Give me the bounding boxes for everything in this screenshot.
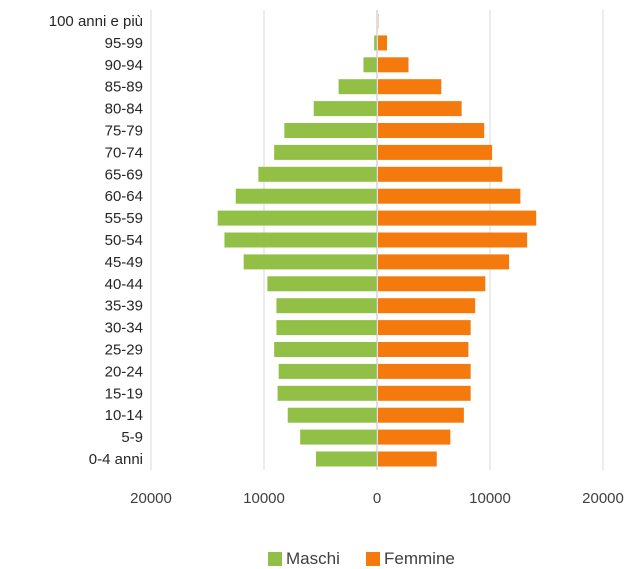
category-label-5-9: 5-9: [121, 429, 143, 446]
bar-femmine-25-29: [378, 342, 469, 357]
category-label-15-19: 15-19: [105, 385, 143, 402]
x-tick-label: 20000: [582, 490, 624, 507]
bar-maschi-15-19: [277, 385, 377, 401]
bar-femmine-0-4-anni: [378, 451, 437, 467]
category-label-20-24: 20-24: [105, 363, 143, 380]
legend-label-femmine: Femmine: [384, 549, 455, 568]
legend-swatch-femmine: [366, 552, 380, 566]
bar-femmine-70-74: [378, 144, 493, 160]
bar-maschi-60-64: [235, 188, 377, 204]
bar-maschi-75-79: [284, 123, 377, 138]
bar-maschi-50-54: [224, 232, 377, 248]
bar-femmine-60-64: [378, 188, 521, 204]
bar-femmine-50-54: [378, 232, 528, 248]
bar-maschi-90-94: [363, 57, 377, 73]
category-label-55-59: 55-59: [105, 210, 143, 227]
bar-femmine-40-44: [378, 276, 486, 292]
category-label-45-49: 45-49: [105, 254, 143, 271]
category-label-30-34: 30-34: [105, 320, 143, 337]
bar-femmine-10-14: [378, 407, 464, 423]
x-tick-label: 10000: [243, 490, 285, 507]
legend-swatch-maschi: [268, 552, 282, 566]
bar-femmine-30-34: [378, 320, 471, 336]
bar-maschi-30-34: [276, 320, 377, 336]
category-label-100-anni-e-pi: 100 anni e più: [49, 13, 143, 30]
bars: [217, 10, 537, 470]
bar-maschi-55-59: [217, 210, 377, 226]
category-label-35-39: 35-39: [105, 298, 143, 315]
bar-femmine-80-84: [378, 101, 462, 117]
bar-maschi-20-24: [278, 363, 377, 379]
category-label-85-89: 85-89: [105, 79, 143, 96]
bar-femmine-35-39: [378, 298, 476, 314]
bar-maschi-10-14: [287, 407, 377, 423]
bar-maschi-70-74: [274, 144, 377, 160]
bar-maschi-35-39: [276, 298, 377, 314]
bar-maschi-95-99: [374, 35, 377, 51]
bar-femmine-65-69: [378, 166, 503, 182]
legend: Maschi Femmine: [268, 549, 455, 568]
category-label-25-29: 25-29: [105, 342, 143, 359]
bar-maschi-25-29: [274, 342, 377, 357]
category-label-50-54: 50-54: [105, 232, 143, 249]
category-label-0-4-anni: 0-4 anni: [89, 451, 143, 468]
category-label-65-69: 65-69: [105, 166, 143, 183]
bar-femmine-90-94: [378, 57, 409, 73]
x-tick-label: 0: [373, 490, 381, 507]
bar-maschi-45-49: [243, 254, 377, 270]
category-label-95-99: 95-99: [105, 35, 143, 52]
bar-femmine-5-9: [378, 429, 451, 445]
bar-maschi-85-89: [338, 79, 377, 95]
x-tick-label: 10000: [469, 490, 511, 507]
bar-femmine-85-89: [378, 79, 442, 95]
category-label-10-14: 10-14: [105, 407, 143, 424]
bar-maschi-80-84: [313, 101, 377, 117]
category-label-80-84: 80-84: [105, 101, 143, 118]
legend-label-maschi: Maschi: [286, 549, 340, 568]
x-axis-tick-labels: 20000 10000 0 10000 20000: [130, 490, 624, 507]
category-labels: 0-4 anni 5-9 10-14 15-19 20-24 25-29 30-34 35-3…: [49, 13, 143, 468]
bar-femmine-45-49: [378, 254, 510, 270]
bar-femmine-75-79: [378, 123, 485, 138]
bar-maschi-0-4-anni: [315, 451, 377, 467]
bar-maschi-65-69: [258, 166, 377, 182]
x-tick-label: 20000: [130, 490, 172, 507]
bar-femmine-15-19: [378, 385, 471, 401]
category-label-90-94: 90-94: [105, 57, 143, 74]
category-label-60-64: 60-64: [105, 188, 143, 205]
bar-femmine-20-24: [378, 363, 471, 379]
bar-maschi-5-9: [300, 429, 377, 445]
bar-femmine-95-99: [378, 35, 388, 51]
bar-maschi-40-44: [267, 276, 377, 292]
category-label-40-44: 40-44: [105, 276, 143, 293]
category-label-70-74: 70-74: [105, 144, 143, 161]
category-label-75-79: 75-79: [105, 123, 143, 140]
bar-femmine-55-59: [378, 210, 537, 226]
